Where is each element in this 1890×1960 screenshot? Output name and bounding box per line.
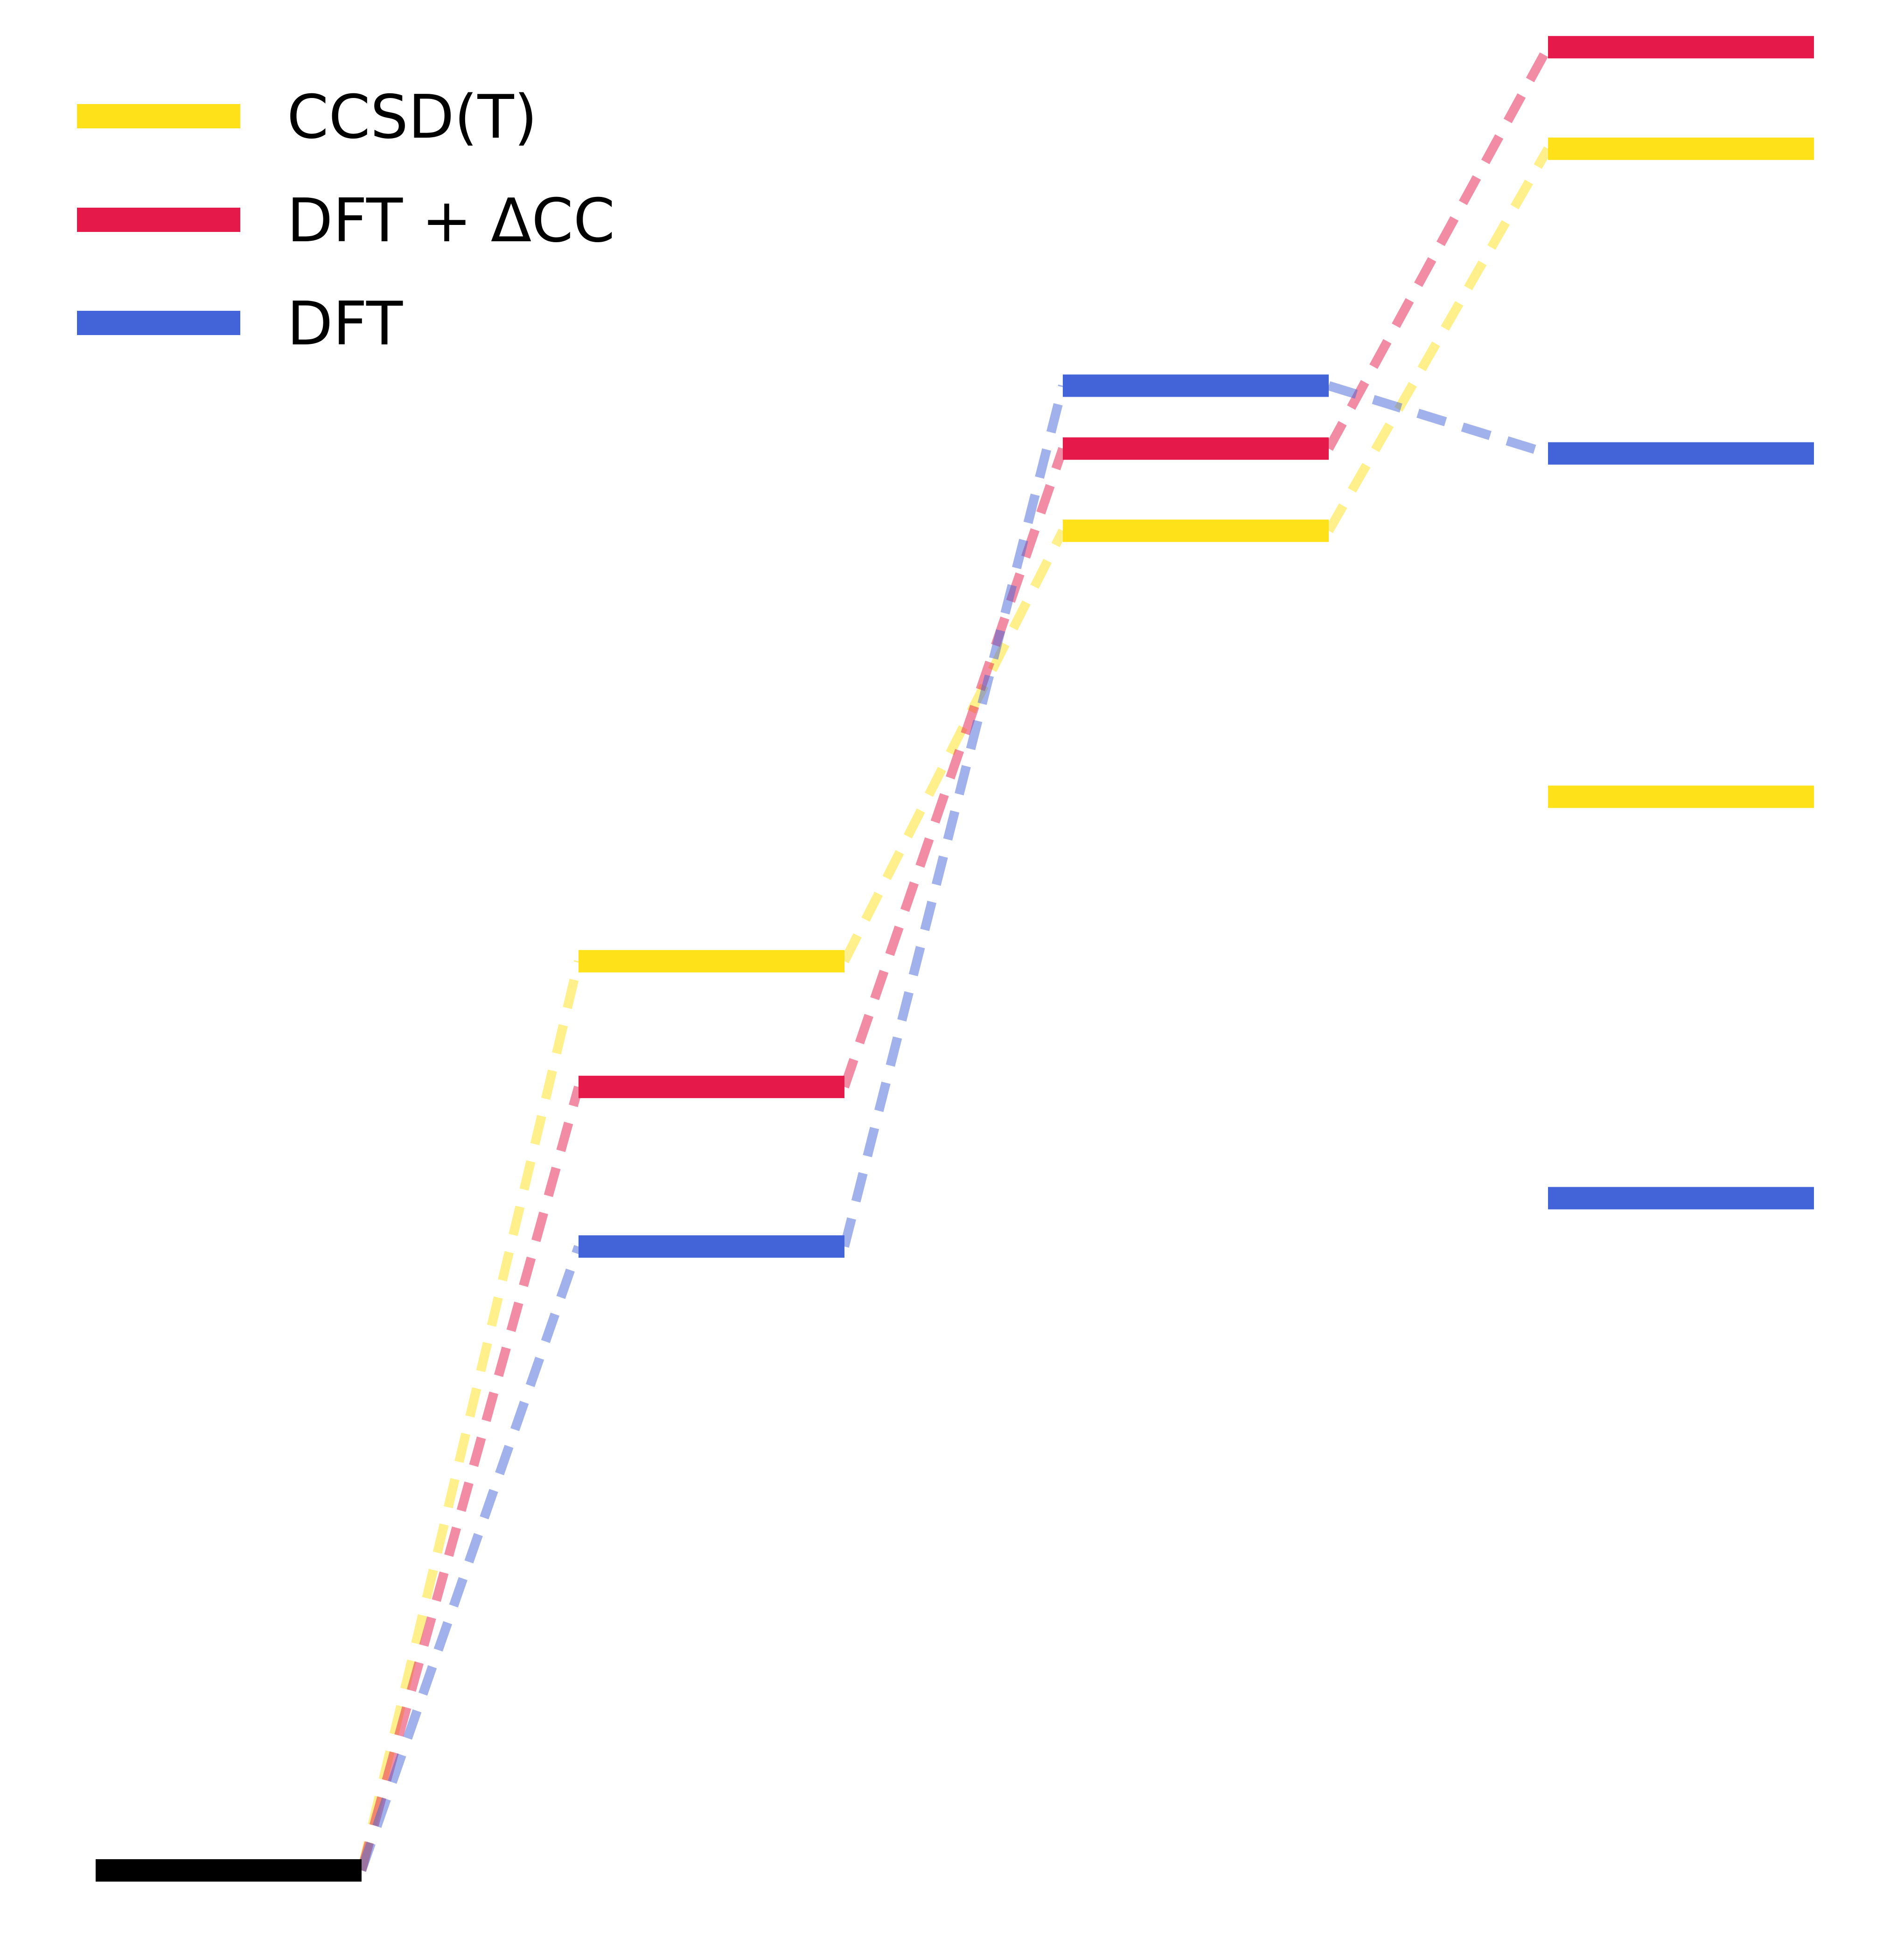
connector-dft-0 <box>357 1245 583 1872</box>
connector-dft-deltacc-2 <box>1325 45 1552 451</box>
connector-dft-1 <box>840 385 1067 1248</box>
connector-dft-2 <box>1327 381 1549 458</box>
connector-ccsd-t-1 <box>840 528 1067 964</box>
legend-entry-dft-delta-cc: DFT + ΔCC <box>77 186 615 256</box>
legend-label-ccsdt: CCSD(T) <box>287 83 537 152</box>
connector-ccsd-t-0 <box>357 960 583 1872</box>
energy-levels <box>96 36 1814 1882</box>
legend-entry-ccsdt: CCSD(T) <box>77 83 537 152</box>
connector-dft-deltacc-1 <box>840 447 1067 1089</box>
legend: CCSD(T) DFT + ΔCC DFT <box>77 83 615 359</box>
legend-label-dft: DFT <box>287 289 403 359</box>
connector-lines <box>357 45 1552 1872</box>
connector-dft-deltacc-0 <box>357 1085 583 1872</box>
connector-ccsd-t-2 <box>1325 146 1552 533</box>
legend-entry-dft: DFT <box>77 289 403 359</box>
legend-label-dft-delta-cc: DFT + ΔCC <box>287 186 615 256</box>
